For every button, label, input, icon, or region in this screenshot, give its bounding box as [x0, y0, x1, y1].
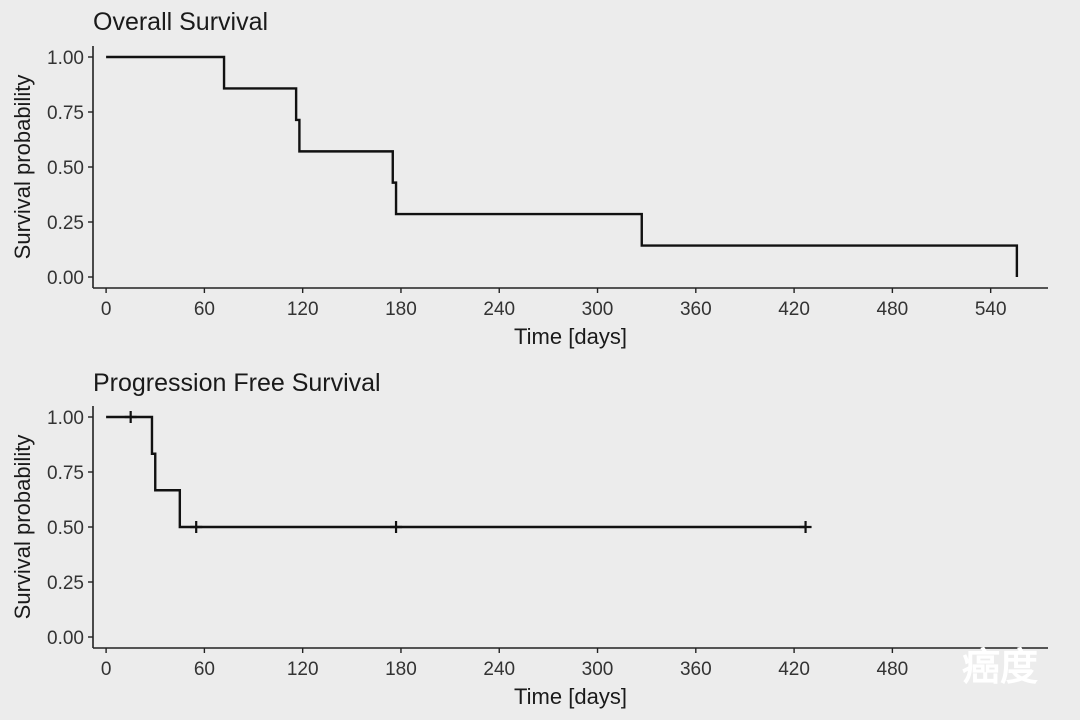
- y-tick-label: 0.50: [47, 518, 84, 539]
- chart-title: Overall Survival: [93, 8, 268, 36]
- y-tick-label: 1.00: [47, 48, 84, 69]
- x-tick-label: 480: [877, 659, 909, 680]
- x-tick-label: 120: [287, 299, 319, 320]
- y-tick-label: 0.75: [47, 103, 84, 124]
- x-tick-label: 360: [680, 299, 712, 320]
- x-tick-label: 180: [385, 299, 417, 320]
- y-tick-label: 0.00: [47, 628, 84, 649]
- x-tick-label: 300: [582, 299, 614, 320]
- censor-mark: [124, 411, 137, 423]
- progression-free-survival-panel: Progression Free Survival 0.00 0.25 0.50 0.7…: [10, 369, 1048, 709]
- x-tick-label: 120: [287, 659, 319, 680]
- y-tick-label: 0.25: [47, 573, 84, 594]
- x-tick-label: 360: [680, 659, 712, 680]
- x-tick-label: 300: [582, 659, 614, 680]
- x-tick-label: 60: [194, 659, 215, 680]
- x-tick-label: 240: [483, 659, 515, 680]
- x-axis-label: Time [days]: [514, 684, 627, 709]
- x-tick-label: 480: [877, 299, 909, 320]
- censor-mark: [190, 521, 203, 533]
- x-tick-label: 180: [385, 659, 417, 680]
- x-tick-label: 0: [101, 299, 112, 320]
- overall-survival-panel: Overall Survival 0.00 0.25 0.50 0.75 1.00 0 60 1…: [10, 8, 1048, 349]
- y-axis-label: Survival probability: [10, 75, 35, 260]
- watermark-logo: 癌度: [962, 645, 1038, 689]
- x-tick-label: 420: [778, 659, 810, 680]
- x-tick-label: 60: [194, 299, 215, 320]
- censor-mark: [390, 521, 403, 533]
- y-tick-label: 0.75: [47, 463, 84, 484]
- y-axis-label: Survival probability: [10, 435, 35, 620]
- x-tick-label: 240: [483, 299, 515, 320]
- y-tick-label: 1.00: [47, 408, 84, 429]
- y-tick-label: 0.00: [47, 268, 84, 289]
- censor-mark: [799, 521, 812, 533]
- x-tick-label: 540: [975, 299, 1007, 320]
- x-axis-label: Time [days]: [514, 324, 627, 349]
- survival-step-line: [106, 55, 1019, 277]
- survival-step-line: [106, 415, 806, 529]
- x-tick-label: 420: [778, 299, 810, 320]
- x-tick-label: 0: [101, 659, 112, 680]
- y-tick-label: 0.50: [47, 158, 84, 179]
- y-tick-label: 0.25: [47, 213, 84, 234]
- chart-title: Progression Free Survival: [93, 369, 381, 397]
